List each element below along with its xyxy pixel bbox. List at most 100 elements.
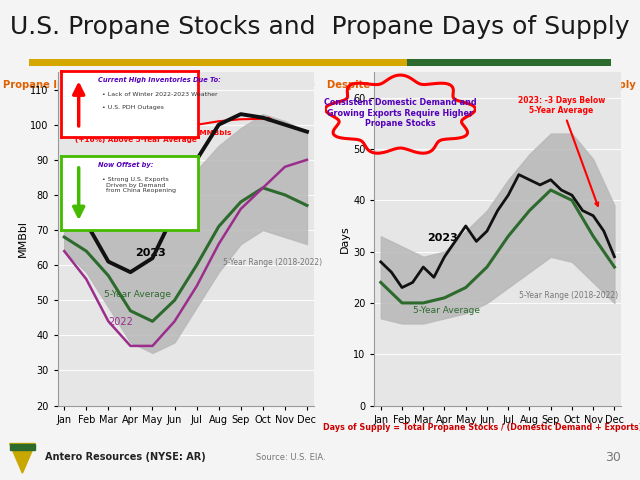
- Bar: [570, 59, 576, 66]
- Text: Despite High Absolute Propane Stocks, Days of Supply
Remains Within 5-Year Range: Despite High Absolute Propane Stocks, Da…: [327, 81, 636, 102]
- Bar: [186, 59, 192, 66]
- Bar: [419, 59, 425, 66]
- Bar: [425, 59, 431, 66]
- Bar: [355, 59, 361, 66]
- Bar: [378, 59, 384, 66]
- Bar: [134, 59, 140, 66]
- Bar: [122, 59, 128, 66]
- Text: 30: 30: [605, 451, 621, 464]
- Bar: [198, 59, 204, 66]
- Bar: [308, 59, 314, 66]
- Bar: [279, 59, 285, 66]
- Bar: [471, 59, 477, 66]
- Bar: [268, 59, 273, 66]
- Bar: [605, 59, 611, 66]
- Bar: [244, 59, 250, 66]
- Bar: [76, 59, 81, 66]
- Bar: [483, 59, 489, 66]
- Bar: [93, 59, 99, 66]
- Bar: [326, 59, 332, 66]
- Bar: [372, 59, 378, 66]
- Bar: [518, 59, 524, 66]
- Bar: [111, 59, 116, 66]
- Bar: [489, 59, 495, 66]
- Text: Current High Inventories Due To:: Current High Inventories Due To:: [98, 77, 221, 84]
- Bar: [303, 59, 308, 66]
- Bar: [390, 59, 396, 66]
- Bar: [215, 59, 221, 66]
- Bar: [204, 59, 209, 66]
- Text: Current 2023 Inventories:+14 MMBbls
(+16%) Above 5-Year Average: Current 2023 Inventories:+14 MMBbls (+16…: [76, 118, 271, 143]
- Text: 2023: -3 Days Below
5-Year Average: 2023: -3 Days Below 5-Year Average: [518, 96, 605, 206]
- Text: 5-Year Range (2018-2022): 5-Year Range (2018-2022): [223, 258, 323, 267]
- Bar: [593, 59, 599, 66]
- Text: 5-Year Range (2018-2022): 5-Year Range (2018-2022): [519, 291, 618, 300]
- Bar: [361, 59, 367, 66]
- Text: 2023: 2023: [135, 248, 166, 258]
- Bar: [465, 59, 471, 66]
- Bar: [460, 59, 465, 66]
- Bar: [221, 59, 227, 66]
- Bar: [431, 59, 436, 66]
- Bar: [81, 59, 87, 66]
- Bar: [506, 59, 512, 66]
- Bar: [396, 59, 401, 66]
- Bar: [273, 59, 279, 66]
- Bar: [582, 59, 588, 66]
- Bar: [367, 59, 372, 66]
- Bar: [256, 59, 262, 66]
- Bar: [495, 59, 500, 66]
- Bar: [332, 59, 337, 66]
- Bar: [70, 59, 76, 66]
- Text: Source: U.S. EIA.: Source: U.S. EIA.: [256, 453, 326, 462]
- Bar: [535, 59, 541, 66]
- Text: Antero Resources (NYSE: AR): Antero Resources (NYSE: AR): [45, 452, 205, 462]
- Bar: [500, 59, 506, 66]
- Bar: [343, 59, 349, 66]
- Bar: [564, 59, 570, 66]
- Bar: [547, 59, 553, 66]
- Bar: [291, 59, 297, 66]
- Bar: [29, 59, 35, 66]
- Text: • U.S. PDH Outages: • U.S. PDH Outages: [102, 105, 164, 110]
- Bar: [337, 59, 343, 66]
- Bar: [442, 59, 448, 66]
- Bar: [116, 59, 122, 66]
- Bar: [41, 59, 47, 66]
- Bar: [99, 59, 105, 66]
- Y-axis label: Days: Days: [340, 225, 350, 252]
- Bar: [314, 59, 320, 66]
- Bar: [87, 59, 93, 66]
- Bar: [553, 59, 559, 66]
- Text: Now Offset by:: Now Offset by:: [98, 162, 154, 168]
- Bar: [349, 59, 355, 66]
- Bar: [541, 59, 547, 66]
- Text: 2023: 2023: [428, 233, 458, 243]
- Bar: [559, 59, 564, 66]
- Bar: [250, 59, 256, 66]
- Bar: [413, 59, 419, 66]
- Text: 5-Year Average: 5-Year Average: [413, 306, 479, 315]
- Bar: [384, 59, 390, 66]
- Text: • Lack of Winter 2022-2023 Weather: • Lack of Winter 2022-2023 Weather: [102, 92, 218, 97]
- Bar: [576, 59, 582, 66]
- Bar: [262, 59, 268, 66]
- Bar: [239, 59, 244, 66]
- Bar: [285, 59, 291, 66]
- Bar: [175, 59, 180, 66]
- Polygon shape: [10, 444, 35, 450]
- Text: 2022: 2022: [108, 317, 133, 327]
- Bar: [52, 59, 58, 66]
- Text: • Strong U.S. Exports
  Driven by Demand
  from China Reopening: • Strong U.S. Exports Driven by Demand f…: [102, 177, 176, 193]
- Bar: [436, 59, 442, 66]
- Bar: [47, 59, 52, 66]
- Bar: [58, 59, 64, 66]
- Bar: [209, 59, 215, 66]
- Bar: [64, 59, 70, 66]
- Bar: [105, 59, 111, 66]
- Bar: [529, 59, 535, 66]
- Bar: [477, 59, 483, 66]
- Bar: [157, 59, 163, 66]
- Bar: [145, 59, 151, 66]
- Bar: [512, 59, 518, 66]
